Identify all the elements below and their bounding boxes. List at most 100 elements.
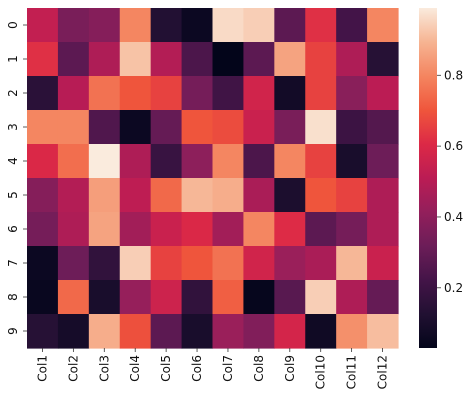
heatmap-cell [336, 8, 368, 43]
x-tick-label: Col9 [283, 355, 297, 382]
heatmap-cell [88, 8, 121, 43]
heatmap-cell [243, 110, 275, 145]
heatmap-cell [305, 144, 337, 179]
y-tick-label: 8 [6, 293, 20, 301]
heatmap-cell [212, 110, 245, 145]
heatmap-cell [212, 280, 245, 315]
colorbar-gradient [419, 8, 437, 348]
x-tick-label: Col10 [314, 355, 328, 389]
heatmap-cell [367, 76, 399, 111]
heatmap-cell [88, 144, 121, 179]
heatmap-cell [367, 314, 399, 349]
heatmap-cell [150, 8, 183, 43]
heatmap-cell [181, 8, 214, 43]
heatmap-cell [367, 42, 399, 77]
heatmap-cell [57, 314, 90, 349]
heatmap-cell [274, 42, 306, 77]
heatmap-cell [305, 42, 337, 77]
heatmap-cell [212, 212, 245, 247]
heatmap-cell [367, 8, 399, 43]
heatmap-cell [57, 178, 90, 213]
y-axis: 0 1 2 3 4 5 6 7 8 9 [6, 21, 27, 335]
heatmap-cell [212, 8, 245, 43]
colorbar: 0.2 0.4 0.6 0.8 [419, 8, 463, 348]
colorbar-tick-label: 0.2 [444, 281, 463, 295]
heatmap-cell [181, 246, 214, 281]
heatmap-cell [181, 144, 214, 179]
heatmap-cell [119, 178, 152, 213]
heatmap-cell [336, 76, 368, 111]
heatmap-cell [212, 42, 245, 77]
heatmap-cell [367, 178, 399, 213]
heatmap-cell [212, 76, 245, 111]
heatmap-cell [119, 42, 152, 77]
heatmap-cell [27, 212, 59, 247]
heatmap-cell [305, 76, 337, 111]
heatmap-cell [274, 280, 306, 315]
x-tick-label: Col7 [221, 355, 235, 382]
heatmap-cell [150, 42, 183, 77]
y-tick-label: 9 [6, 327, 20, 335]
heatmap-cell [119, 110, 152, 145]
heatmap-cell [181, 110, 214, 145]
heatmap-cell [88, 42, 121, 77]
heatmap-cell [367, 144, 399, 179]
x-tick-label: Col1 [35, 355, 49, 382]
heatmap-cell [274, 110, 306, 145]
x-tick-label: Col12 [376, 355, 390, 389]
heatmap-cell [336, 314, 368, 349]
x-tick-label: Col5 [159, 355, 173, 382]
heatmap-cell [27, 144, 59, 179]
colorbar-tick-label: 0.4 [444, 210, 463, 224]
heatmap-cell [274, 8, 306, 43]
heatmap-cell [367, 280, 399, 315]
heatmap-cell [27, 76, 59, 111]
heatmap-cell [57, 42, 90, 77]
heatmap-cell [212, 314, 245, 349]
x-tick-label: Col6 [190, 355, 204, 382]
x-tick-label: Col11 [345, 355, 359, 389]
y-tick-label: 1 [6, 55, 20, 63]
heatmap-cell [57, 212, 90, 247]
colorbar-tick-label: 0.8 [444, 68, 463, 82]
heatmap-cell [88, 280, 121, 315]
heatmap-cell [336, 212, 368, 247]
heatmap-cell [367, 212, 399, 247]
y-tick-label: 0 [6, 21, 20, 29]
heatmap-cell [27, 178, 59, 213]
heatmap-cell [367, 110, 399, 145]
heatmap-cell [336, 42, 368, 77]
heatmap-cell [27, 280, 59, 315]
heatmap-cell [336, 110, 368, 145]
heatmap-cell [243, 76, 275, 111]
heatmap-cell [27, 8, 59, 43]
heatmap-cell [88, 76, 121, 111]
heatmap-cell [243, 42, 275, 77]
heatmap-cell [274, 212, 306, 247]
heatmap-cell [274, 178, 306, 213]
heatmap-cell [57, 246, 90, 281]
heatmap-cell [243, 280, 275, 315]
heatmap-cell [305, 212, 337, 247]
heatmap-cell [367, 246, 399, 281]
x-tick-label: Col3 [97, 355, 111, 382]
heatmap-cell [212, 246, 245, 281]
heatmap-cell [57, 144, 90, 179]
heatmap-cell [57, 110, 90, 145]
heatmap-cell [212, 178, 245, 213]
heatmap-cell [274, 314, 306, 349]
heatmap-cell [119, 144, 152, 179]
heatmap-cell [243, 212, 275, 247]
heatmap-cell [243, 8, 275, 43]
heatmap-cell [336, 280, 368, 315]
heatmap-cell [336, 144, 368, 179]
heatmap-cell [243, 178, 275, 213]
heatmap-cell [305, 8, 337, 43]
y-tick-label: 5 [6, 191, 20, 199]
heatmap-cell [27, 42, 59, 77]
heatmap-cell [181, 314, 214, 349]
colorbar-ticks: 0.2 0.4 0.6 0.8 [437, 68, 463, 295]
heatmap-cell [88, 110, 121, 145]
heatmap-cell [181, 212, 214, 247]
